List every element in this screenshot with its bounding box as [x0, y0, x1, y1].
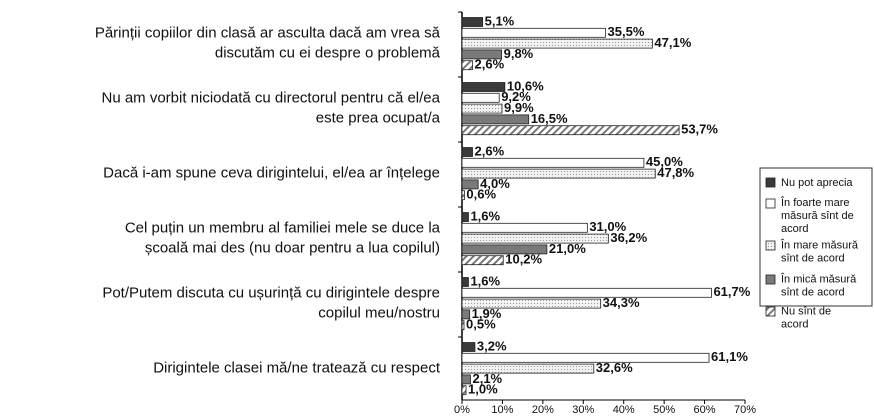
value-label: 34,3% [603, 295, 640, 310]
bar [461, 309, 471, 320]
category-label: Dirigintele clasei mă/ne tratează cu res… [153, 360, 441, 377]
value-label: 1,6% [470, 273, 500, 288]
x-tick-label: 40% [613, 404, 635, 416]
category-label: Pot/Putem discuta cu ușurință cu dirigin… [102, 285, 440, 322]
value-label: 5,1% [485, 13, 515, 28]
value-label: 10,2% [505, 252, 542, 267]
bar [461, 103, 503, 114]
value-label: 3,2% [477, 338, 507, 353]
legend-label: În mică măsură sînt de acord [780, 272, 857, 298]
bar [461, 114, 530, 125]
value-label: 16,5% [531, 111, 568, 126]
legend-swatch [765, 240, 776, 251]
bar [461, 92, 500, 103]
x-tick-label: 70% [734, 404, 756, 416]
bar [461, 385, 467, 396]
value-label: 9,2% [501, 89, 531, 104]
x-tick-label: 30% [572, 404, 594, 416]
value-label: 36,2% [610, 230, 647, 245]
bar [461, 287, 712, 298]
value-label: 45,0% [646, 154, 683, 169]
legend-swatch [765, 274, 776, 285]
value-label: 9,9% [504, 100, 534, 115]
bar [461, 374, 471, 385]
value-label: 32,6% [596, 360, 633, 375]
value-label: 9,8% [504, 46, 534, 61]
value-label: 2,1% [472, 371, 502, 386]
bar [461, 320, 465, 331]
bar [461, 277, 469, 287]
value-label: 1,9% [472, 306, 502, 321]
x-tick-label: 50% [653, 404, 675, 416]
legend-label: În mare măsură sînt de acord [780, 238, 859, 264]
x-tick-label: 0% [454, 404, 470, 416]
value-label: 2,6% [475, 57, 505, 72]
legend-label: În foarte mare măsură sînt de acord [780, 196, 854, 235]
value-label: 21,0% [549, 241, 586, 256]
bar [461, 179, 479, 190]
legend-swatch [765, 198, 776, 209]
x-tick-label: 20% [532, 404, 554, 416]
bar [461, 60, 473, 71]
value-label: 47,1% [654, 35, 691, 50]
bar [461, 27, 606, 38]
bar [461, 222, 588, 233]
value-label: 47,8% [657, 165, 694, 180]
bar [461, 168, 656, 179]
value-label: 4,0% [480, 176, 510, 191]
value-label: 10,6% [507, 78, 544, 93]
value-label: 0,6% [466, 187, 496, 202]
bar [461, 49, 503, 60]
bar [461, 233, 609, 244]
value-label: 61,1% [711, 349, 748, 364]
x-tick-label: 10% [491, 404, 513, 416]
category-label: Cel puțin un membru al familiei mele se … [125, 220, 441, 257]
value-label: 61,7% [713, 284, 750, 299]
bar [461, 38, 653, 49]
bar [461, 17, 484, 27]
category-label: Dacă i-am spune ceva dirigintelui, el/ea… [103, 165, 440, 182]
bar [461, 82, 506, 92]
value-label: 53,7% [681, 122, 718, 137]
value-label: 2,6% [475, 143, 505, 158]
bar [461, 125, 680, 136]
category-label: Nu am vorbit niciodată cu directorul pen… [101, 90, 440, 127]
bar [461, 352, 710, 363]
bar [461, 363, 595, 374]
value-label: 31,0% [589, 219, 626, 234]
legend-label: Nu sînt de acord [781, 305, 831, 330]
bar [461, 157, 645, 168]
bar [461, 244, 548, 255]
bar [461, 190, 465, 201]
bar [461, 147, 473, 157]
bar [461, 255, 504, 266]
legend-swatch [765, 177, 776, 188]
x-tick-label: 60% [694, 404, 716, 416]
value-label: 1,0% [468, 382, 498, 397]
category-label: Părinții copiilor din clasă ar asculta d… [95, 25, 441, 62]
value-label: 0,5% [466, 317, 496, 332]
bar [461, 342, 476, 352]
value-label: 1,6% [470, 208, 500, 223]
bar [461, 212, 469, 222]
legend-box [759, 167, 873, 307]
value-label: 35,5% [608, 24, 645, 39]
legend-label: Nu pot aprecia [781, 177, 853, 189]
bar [461, 298, 602, 309]
legend-swatch [765, 306, 776, 317]
